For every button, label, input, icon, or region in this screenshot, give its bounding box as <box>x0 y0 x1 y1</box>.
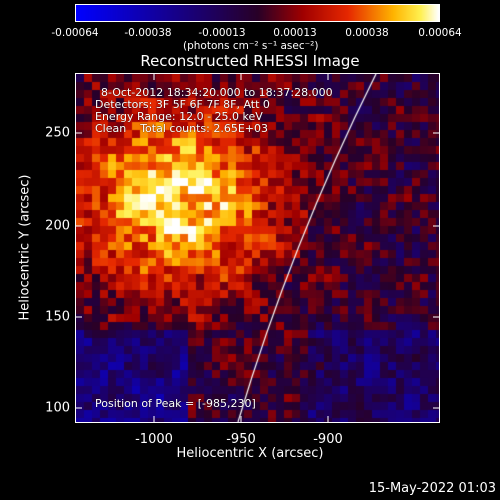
image-title: Reconstructed RHESSI Image <box>140 52 360 70</box>
peak-position: Position of Peak = [-985,230] <box>95 397 256 410</box>
y-tick-label: 250 <box>45 125 70 141</box>
colorbar-tick: 0.00038 <box>345 27 389 39</box>
y-tick-label: 200 <box>45 218 70 234</box>
x-tick-label: -1000 <box>135 432 173 447</box>
colorbar-tick: 0.00013 <box>273 27 317 39</box>
colorbar-tick: -0.00013 <box>198 27 246 39</box>
plot-frame <box>75 73 440 423</box>
colorbar-units: (photons cm⁻² s⁻¹ asec⁻²) <box>183 40 319 52</box>
x-tick-label: -900 <box>313 432 343 447</box>
y-tick-label: 150 <box>45 309 70 325</box>
rhessi-image <box>76 74 439 422</box>
time-range: 8-Oct-2012 18:34:20.000 to 18:37:28.000 <box>101 86 333 99</box>
colorbar-tick: 0.00064 <box>418 27 462 39</box>
x-tick-label: -950 <box>226 432 256 447</box>
y-axis-label: Heliocentric Y (arcsec) <box>17 174 33 321</box>
render-timestamp: 15-May-2022 01:03 <box>368 481 496 496</box>
clean-info: Clean Total counts: 2.65E+03 <box>95 122 269 135</box>
color-bar <box>75 4 440 22</box>
x-axis-label: Heliocentric X (arcsec) <box>176 446 324 461</box>
y-tick-label: 100 <box>45 400 70 416</box>
colorbar-tick: -0.00038 <box>124 27 172 39</box>
energy-range: Energy Range: 12.0 - 25.0 keV <box>95 110 263 123</box>
detectors-info: Detectors: 3F 5F 6F 7F 8F, Att 0 <box>95 98 270 111</box>
colorbar-tick: -0.00064 <box>51 27 99 39</box>
